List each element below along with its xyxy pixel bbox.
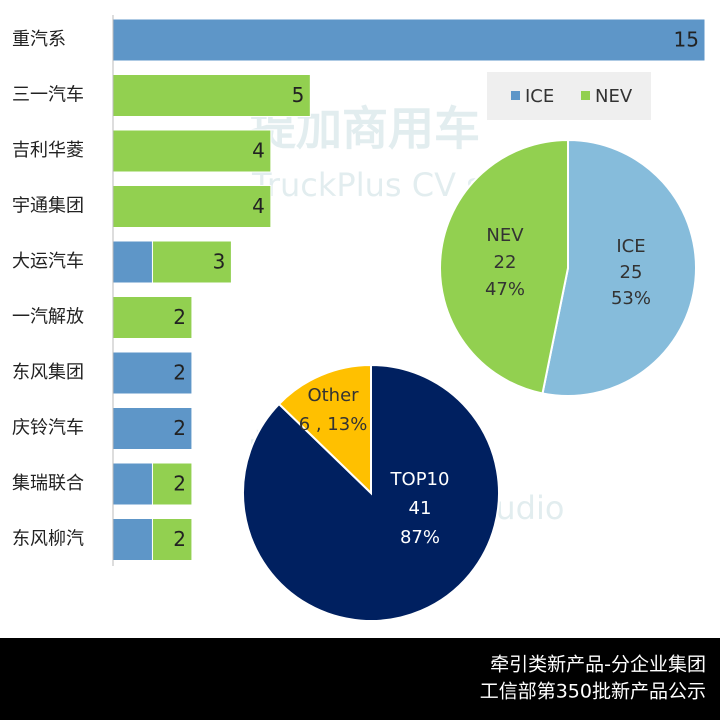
bar-segment [151,462,193,506]
slice-label: Other [307,385,359,406]
category-label: 吉利华菱 [12,140,84,161]
slice-label: 22 [494,252,517,273]
bar-segment [112,129,272,173]
category-label: 三一汽车 [12,85,84,106]
category-label: 东风集团 [12,362,84,383]
bar-segment [112,518,153,561]
bar-total-label: 4 [252,194,265,218]
bar-segment [112,351,193,395]
bar-total-label: 2 [173,527,186,551]
category-label: 宇通集团 [12,196,84,217]
footer-band [0,638,720,720]
bar-total-label: 2 [173,305,186,329]
category-label: 大运汽车 [12,251,84,272]
slice-label: 41 [409,498,432,519]
bar-segment [112,462,153,506]
pie-slice [541,138,697,397]
category-label: 一汽解放 [12,307,84,328]
bar-segment [112,240,153,284]
category-label: 重汽系 [12,29,66,50]
slice-label: 47% [485,279,525,300]
bar-total-label: 2 [173,472,186,496]
bar-segment [151,518,193,561]
bar-total-label: 4 [252,139,265,163]
bar-total-label: 15 [674,28,699,52]
slice-label: ICE [616,236,645,257]
bar-total-label: 2 [173,416,186,440]
slice-label: 53% [611,288,651,309]
bar-segment [112,407,193,450]
slice-label: NEV [486,225,524,246]
pie-slice [277,363,372,496]
bar-segment [151,240,232,284]
bar-total-label: 5 [292,83,305,107]
bar-total-label: 3 [213,250,226,274]
category-label: 庆铃汽车 [12,418,84,439]
category-label: 集瑞联合 [12,473,84,494]
legend-label: ICE [525,86,554,107]
bar-total-label: 2 [173,361,186,385]
legend-swatch [581,91,590,100]
legend-label: NEV [595,86,633,107]
bar-segment [112,74,311,117]
bar-segment [112,18,706,62]
slice-label: TOP10 [390,469,450,490]
footer-text: 工信部第350批新产品公示 [480,681,706,703]
pie-slice [439,138,569,395]
slice-label: 6 , 13% [299,414,368,435]
footer-text: 牵引类新产品-分企业集团 [490,654,706,676]
bar-segment [112,185,272,228]
slice-label: 87% [400,527,440,548]
slice-label: 25 [620,262,643,283]
bar-segment [112,296,193,339]
legend-swatch [511,91,520,100]
category-label: 东风柳汽 [12,529,84,550]
